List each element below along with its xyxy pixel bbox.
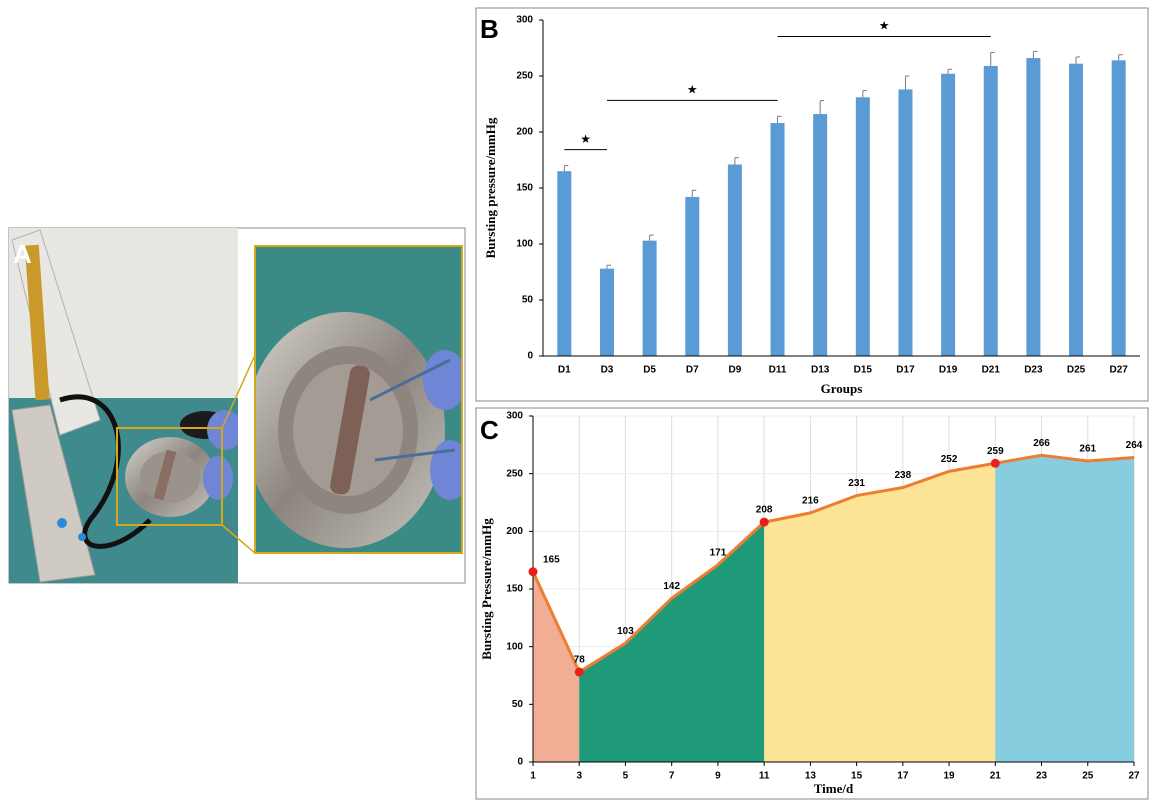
x-tick-label: 7: [669, 771, 675, 782]
area-region: [533, 571, 580, 762]
photo-main: [9, 228, 238, 583]
y-tick-label: 150: [516, 183, 533, 194]
x-tick-label: D13: [811, 365, 830, 376]
y-tick-label: 150: [506, 584, 523, 595]
data-label: 142: [663, 581, 680, 592]
photo-panel: A: [8, 227, 466, 584]
bar: [941, 73, 956, 356]
data-label: 252: [941, 454, 958, 465]
x-tick-label: D11: [769, 365, 787, 376]
y-tick-label: 50: [522, 295, 534, 306]
x-axis-title: Groups: [821, 381, 863, 396]
y-tick-label: 200: [506, 526, 523, 537]
bar: [599, 268, 614, 356]
data-label: 171: [710, 547, 727, 558]
x-tick-label: D27: [1109, 365, 1128, 376]
y-tick-label: 50: [512, 699, 524, 710]
bar: [727, 164, 742, 356]
y-tick-label: 100: [506, 641, 523, 652]
area-region: [995, 455, 1134, 762]
y-tick-label: 100: [516, 239, 533, 250]
bar: [685, 196, 700, 356]
y-axis-title: Bursting Pressure/mmHg: [479, 518, 494, 660]
bar: [557, 171, 572, 356]
x-tick-label: D23: [1024, 365, 1043, 376]
data-label: 208: [756, 505, 773, 516]
data-label: 165: [543, 554, 560, 565]
x-tick-label: 11: [759, 771, 770, 782]
bar: [1069, 63, 1084, 357]
panel-label: B: [480, 14, 499, 44]
x-tick-label: D15: [854, 365, 873, 376]
y-tick-label: 250: [516, 71, 533, 82]
highlight-point: [759, 517, 769, 527]
significance-marker: ★: [687, 82, 698, 96]
x-tick-label: D9: [728, 365, 741, 376]
highlight-point: [574, 667, 584, 677]
x-tick-label: D17: [896, 365, 915, 376]
panel-label: C: [480, 415, 499, 445]
x-tick-label: D21: [982, 365, 1001, 376]
bar: [983, 65, 998, 357]
data-label: 266: [1033, 438, 1050, 449]
x-tick-label: 19: [944, 771, 956, 782]
bar: [1026, 58, 1041, 357]
x-tick-label: 3: [576, 771, 582, 782]
panel-frame: [475, 7, 1149, 402]
highlight-point: [990, 458, 1000, 468]
line: [531, 453, 1135, 675]
data-label: 238: [895, 470, 912, 481]
data-label: 231: [848, 478, 865, 489]
y-tick-label: 0: [517, 757, 523, 768]
significance-marker: ★: [580, 132, 591, 146]
x-tick-label: 17: [897, 771, 909, 782]
bar: [642, 240, 657, 356]
x-tick-label: 13: [805, 771, 817, 782]
x-tick-label: D19: [939, 365, 958, 376]
photo-inset: [255, 246, 462, 553]
y-tick-label: 250: [506, 468, 523, 479]
data-label: 103: [617, 626, 634, 637]
bar: [855, 97, 870, 356]
x-tick-label: 23: [1036, 771, 1048, 782]
area-region: [579, 522, 765, 762]
data-label: 78: [574, 655, 586, 666]
y-axis-title: Bursting pressure/mmHg: [483, 117, 498, 258]
data-label: 216: [802, 496, 819, 507]
x-tick-label: 9: [715, 771, 721, 782]
x-tick-label: 25: [1082, 771, 1094, 782]
x-tick-label: 27: [1128, 771, 1140, 782]
x-tick-label: 5: [623, 771, 629, 782]
highlight-point: [528, 567, 538, 577]
x-tick-label: 21: [990, 771, 1002, 782]
x-tick-label: D25: [1067, 365, 1086, 376]
data-label: 264: [1126, 440, 1143, 451]
bar: [1111, 60, 1126, 356]
y-tick-label: 0: [527, 351, 533, 362]
x-axis-title: Time/d: [814, 781, 854, 796]
x-tick-label: 15: [851, 771, 863, 782]
significance-marker: ★: [879, 19, 890, 33]
y-tick-label: 300: [516, 15, 533, 26]
y-tick-label: 300: [506, 411, 523, 422]
bar: [898, 89, 913, 356]
x-tick-label: D1: [558, 365, 571, 376]
data-label: 259: [987, 446, 1004, 457]
bar: [813, 114, 828, 356]
x-tick-label: D7: [686, 365, 699, 376]
x-tick-label: D3: [601, 365, 614, 376]
panel-label: A: [13, 239, 32, 269]
y-tick-label: 200: [516, 127, 533, 138]
data-label: 261: [1079, 444, 1096, 455]
area-region: [764, 463, 996, 762]
bar: [770, 123, 785, 356]
x-tick-label: D5: [643, 365, 656, 376]
x-tick-label: 1: [530, 771, 536, 782]
